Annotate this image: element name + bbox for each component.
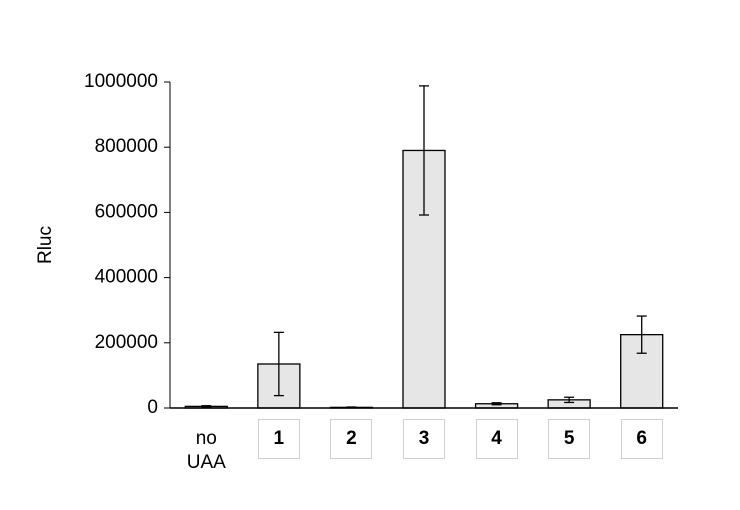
x-tick-label: 4	[475, 419, 518, 459]
x-tick-label: 3	[403, 419, 445, 459]
y-tick-label: 800000	[95, 136, 158, 157]
error-bar	[636, 315, 647, 354]
y-tick-label: 0	[147, 397, 158, 418]
y-axis-label: Rluc	[35, 226, 56, 264]
error-bar	[564, 396, 575, 404]
error-bar	[419, 85, 429, 216]
x-tick-label: 2	[330, 419, 373, 459]
error-bar	[201, 405, 212, 408]
x-tick-label: no UAA	[186, 428, 226, 473]
x-tick-label: 5	[548, 419, 591, 459]
error-bar	[491, 402, 502, 406]
y-tick-label: 200000	[95, 332, 158, 353]
error-bar	[273, 331, 284, 397]
y-tick-label: 1000000	[84, 71, 158, 92]
y-tick-label: 600000	[95, 201, 158, 222]
x-tick-label: 1	[257, 419, 300, 459]
y-tick-label: 400000	[95, 267, 158, 288]
x-tick-label: 6	[620, 419, 663, 459]
